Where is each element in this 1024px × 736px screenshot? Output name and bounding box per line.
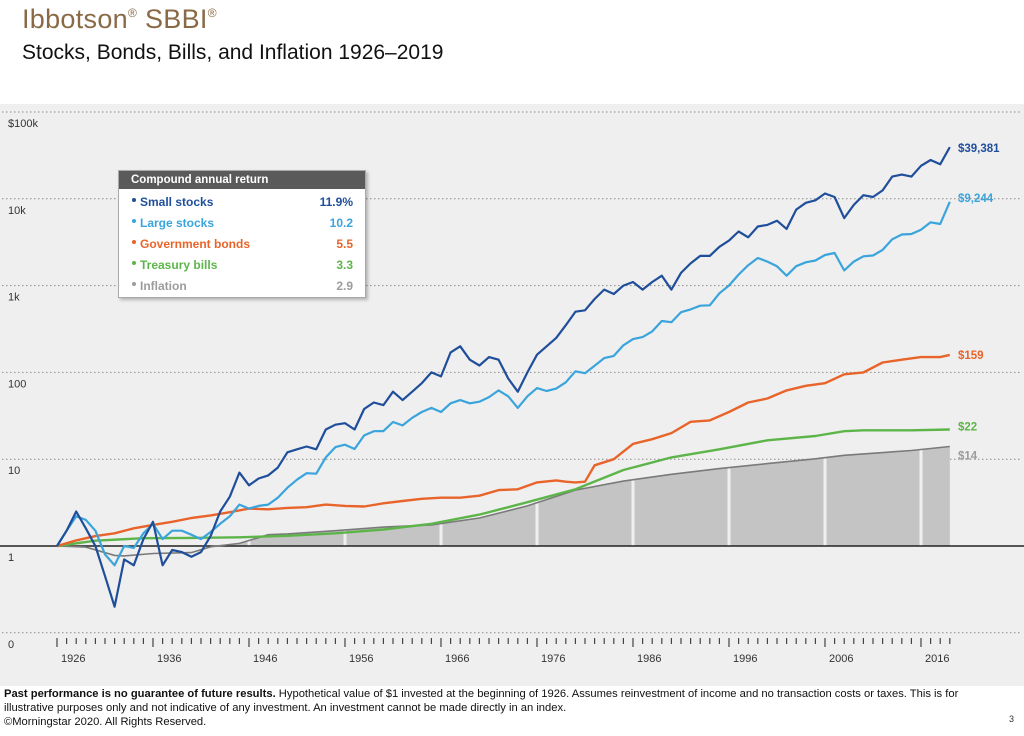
legend-label: Treasury bills <box>140 258 218 272</box>
legend-dot-icon <box>132 219 136 223</box>
x-tick-label: 1996 <box>733 653 757 665</box>
legend-value: 3.3 <box>336 258 353 272</box>
inflation-area <box>57 446 950 546</box>
x-tick-label: 1926 <box>61 653 85 665</box>
legend-value: 10.2 <box>329 216 353 230</box>
y-tick-label: 1k <box>8 292 20 304</box>
chart-subtitle: Stocks, Bonds, Bills, and Inflation 1926… <box>22 41 444 64</box>
legend-label: Large stocks <box>140 216 215 230</box>
series-line-treasury-bills <box>56 428 950 548</box>
series-end-label: $9,244 <box>958 193 994 205</box>
legend-item: Small stocks 11.9% <box>119 192 365 213</box>
x-tick-label: 1976 <box>541 653 565 665</box>
x-tick-label: 2006 <box>829 653 853 665</box>
legend-item: Inflation 2.9 <box>119 276 365 297</box>
x-tick-label: 1956 <box>349 653 373 665</box>
chart-area: $100k 10k 1k 100 10 1 0 $39,381 $9,244 $159 $22 $14… <box>0 104 1024 686</box>
legend-value: 11.9% <box>319 195 353 209</box>
disclaimer: Past performance is no guarantee of futu… <box>4 687 964 729</box>
legend-title: Compound annual return <box>119 171 365 189</box>
disclaimer-bold: Past performance is no guarantee of futu… <box>4 688 276 700</box>
brand-title: Ibbotson® SBBI® <box>22 4 217 34</box>
y-tick-label: $100k <box>8 118 38 130</box>
legend-value: 2.9 <box>336 279 353 293</box>
x-tick-label: 1936 <box>157 653 181 665</box>
legend-item: Treasury bills 3.3 <box>119 255 365 276</box>
legend-item: Government bonds 5.5 <box>119 234 365 255</box>
x-tick-label: 1966 <box>445 653 469 665</box>
y-tick-label: 1 <box>8 552 14 564</box>
disclaimer-text: Hypothetical value of $1 invested at the… <box>4 688 959 714</box>
y-tick-label: 10k <box>8 205 26 217</box>
x-tick-label: 1986 <box>637 653 661 665</box>
y-tick-label: 100 <box>8 378 26 390</box>
legend-dot-icon <box>132 282 136 286</box>
series-end-label: $39,381 <box>958 143 1000 155</box>
legend: Compound annual return Small stocks 11.9%… <box>118 170 366 298</box>
series-line-large-stocks <box>56 201 951 567</box>
legend-label: Government bonds <box>140 237 251 251</box>
y-tick-label: 10 <box>8 465 20 477</box>
x-tick-label: 2016 <box>925 653 949 665</box>
series-end-label: $159 <box>958 350 984 362</box>
legend-dot-icon <box>132 198 136 202</box>
page-number: 3 <box>1008 714 1014 724</box>
series-line-government-bonds <box>56 353 951 548</box>
copyright: ©Morningstar 2020. All Rights Reserved. <box>4 716 207 728</box>
growth-chart: $100k10k1k1001010$39,381$9,244$159$22$14… <box>0 111 1024 665</box>
x-tick-label: 1946 <box>253 653 277 665</box>
legend-dot-icon <box>132 240 136 244</box>
legend-dot-icon <box>132 261 136 265</box>
legend-label: Inflation <box>140 279 187 293</box>
series-end-label: $22 <box>958 421 977 433</box>
y-tick-label: 0 <box>8 639 14 651</box>
legend-value: 5.5 <box>336 237 353 251</box>
series-line-small-stocks <box>56 146 951 608</box>
legend-item: Large stocks 10.2 <box>119 213 365 234</box>
series-end-label: $14 <box>958 451 978 463</box>
legend-label: Small stocks <box>140 195 214 209</box>
